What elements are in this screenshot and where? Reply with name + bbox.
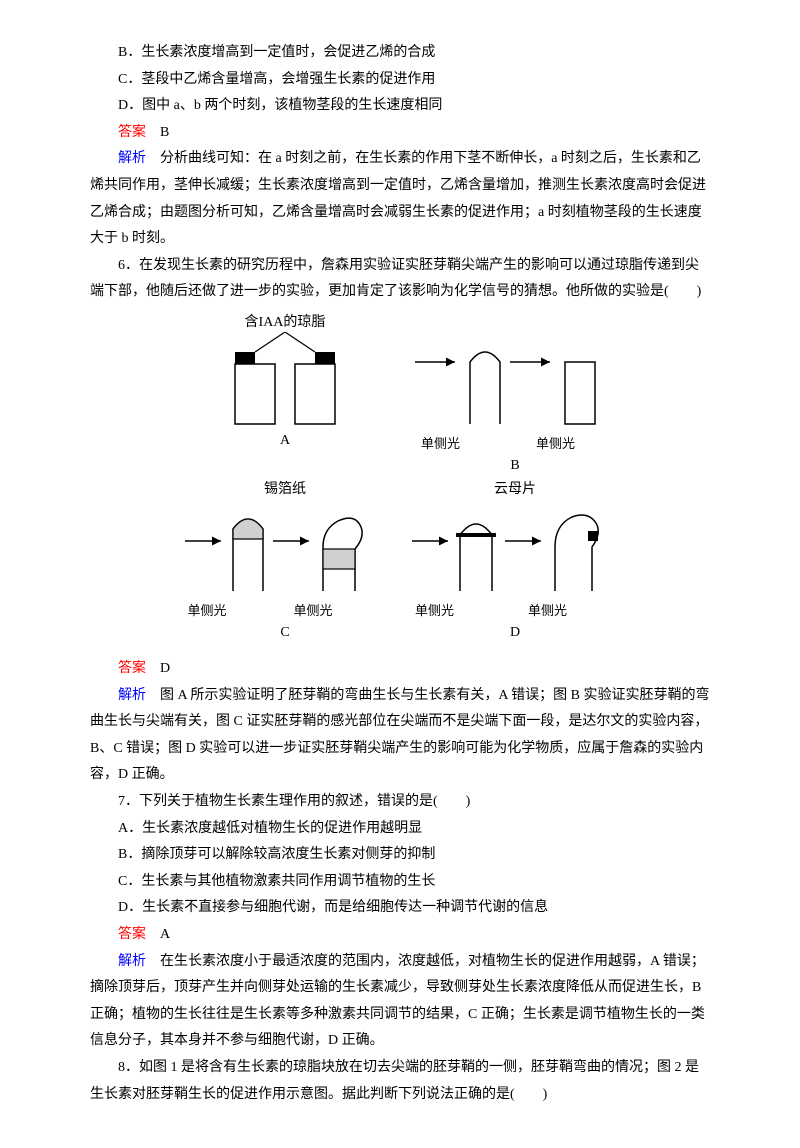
diagram-a-top-label: 含IAA的琼脂: [245, 314, 326, 332]
diagram-c-top-label: 锡箔纸: [264, 481, 306, 499]
q7-answer-value: A: [146, 927, 170, 942]
q6-answer-label: 答案: [118, 661, 146, 676]
q7-answer-line: 答案 A: [90, 922, 710, 949]
q7-explain-label: 解析: [118, 954, 146, 969]
diagram-c-svg: [183, 499, 388, 599]
diagram-c-label: C: [280, 624, 289, 642]
diagram-d-lightrow: 单侧光 单侧光: [410, 599, 620, 624]
q5-explain: 解析 分析曲线可知：在 a 时刻之前，在生长素的作用下茎不断伸长，a 时刻之后，…: [90, 146, 710, 252]
q5-answer-label: 答案: [118, 125, 146, 140]
q7-explain-text: 在生长素浓度小于最适浓度的范围内，浓度越低，对植物生长的促进作用越弱，A 错误；…: [90, 954, 705, 1049]
diagram-a-svg: [200, 332, 370, 432]
q6-explain-label: 解析: [118, 688, 146, 703]
diagram-c-light1: 单侧光: [188, 599, 227, 624]
q7-explain: 解析 在生长素浓度小于最适浓度的范围内，浓度越低，对植物生长的促进作用越弱，A …: [90, 949, 710, 1055]
q6-stem: 6．在发现生长素的研究历程中，詹森用实验证实胚芽鞘尖端产生的影响可以通过琼脂传递…: [90, 253, 710, 306]
q5-option-d: D．图中 a、b 两个时刻，该植物茎段的生长速度相同: [90, 93, 710, 120]
diagram-c-light2: 单侧光: [293, 599, 332, 624]
page: B．生长素浓度增高到一定值时，会促进乙烯的合成 C．茎段中乙烯含量增高，会增强生…: [0, 0, 800, 1148]
diagram-c: 锡箔纸: [180, 481, 390, 642]
q8-stem: 8．如图 1 是将含有生长素的琼脂块放在切去尖端的胚芽鞘的一侧，胚芽鞘弯曲的情况…: [90, 1055, 710, 1108]
q7-option-d: D．生长素不直接参与细胞代谢，而是给细胞传达一种调节代谢的信息: [90, 895, 710, 922]
q5-explain-text: 分析曲线可知：在 a 时刻之前，在生长素的作用下茎不断伸长，a 时刻之后，生长素…: [90, 151, 706, 246]
diagram-b-lightrow: 单侧光 单侧光: [410, 432, 620, 457]
q5-option-c: C．茎段中乙烯含量增高，会增强生长素的促进作用: [90, 67, 710, 94]
q7-option-c: C．生长素与其他植物激素共同作用调节植物的生长: [90, 869, 710, 896]
q6-explain-text: 图 A 所示实验证明了胚芽鞘的弯曲生长与生长素有关，A 错误；图 B 实验证实胚…: [90, 688, 710, 783]
q6-diagram: 含IAA的琼脂 A: [90, 314, 710, 648]
q6-answer-value: D: [146, 661, 170, 676]
diagram-a: 含IAA的琼脂 A: [180, 314, 390, 475]
diagram-d-light1: 单侧光: [415, 599, 454, 624]
diagram-b-light1: 单侧光: [421, 432, 460, 457]
diagram-b-svg: [410, 332, 620, 432]
q7-answer-label: 答案: [118, 927, 146, 942]
diagram-d-top-label: 云母片: [494, 481, 536, 499]
diagram-d-svg: [410, 499, 620, 599]
diagram-b: 单侧光 单侧光 B: [410, 314, 620, 475]
q5-answer-value: B: [146, 125, 169, 140]
diagram-b-light2: 单侧光: [536, 432, 575, 457]
q6-answer-line: 答案 D: [90, 656, 710, 683]
q7-option-b: B．摘除顶芽可以解除较高浓度生长素对侧芽的抑制: [90, 842, 710, 869]
spacer-b: [513, 314, 517, 332]
q7-stem: 7．下列关于植物生长素生理作用的叙述，错误的是( ): [90, 789, 710, 816]
diagram-d-light2: 单侧光: [528, 599, 567, 624]
q5-explain-label: 解析: [118, 151, 146, 166]
q6-explain: 解析 图 A 所示实验证明了胚芽鞘的弯曲生长与生长素有关，A 错误；图 B 实验…: [90, 683, 710, 789]
diagram-c-lightrow: 单侧光 单侧光: [183, 599, 388, 624]
q7-option-a: A．生长素浓度越低对植物生长的促进作用越明显: [90, 816, 710, 843]
q5-option-b: B．生长素浓度增高到一定值时，会促进乙烯的合成: [90, 40, 710, 67]
diagram-a-label: A: [280, 432, 290, 450]
diagram-d: 云母片: [410, 481, 620, 642]
diagram-b-label: B: [510, 457, 519, 475]
diagram-d-label: D: [510, 624, 520, 642]
q5-answer-line: 答案 B: [90, 120, 710, 147]
